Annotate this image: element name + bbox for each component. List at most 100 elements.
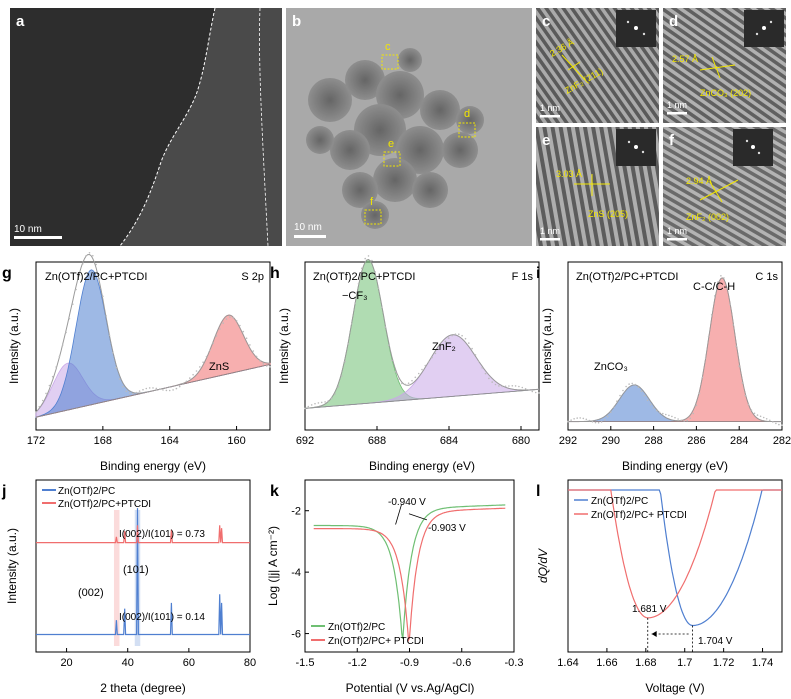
chart-h-frame	[304, 261, 540, 431]
chart-h-subtitle: F 1s	[512, 271, 534, 283]
region-label-c: c	[385, 41, 391, 53]
chart-g-raw-point	[152, 387, 154, 389]
chart-k-xlabel: Potential (V vs.Ag/AgCl)	[346, 681, 475, 695]
chart-k-ytick-label-2: -6	[291, 629, 301, 641]
chart-g-raw-point	[92, 254, 94, 257]
chart-i-raw-point	[643, 394, 646, 397]
chart-h-raw-point	[304, 407, 306, 410]
chart-h-raw-point	[437, 348, 440, 351]
panel-e-letter: e	[542, 132, 550, 149]
chart-h-raw-point	[478, 360, 480, 363]
chart-k-xtick-label-0: -1.5	[296, 657, 315, 669]
chart-i-xtick-label-5: 282	[773, 435, 791, 447]
chart-g-raw-point	[45, 392, 47, 395]
panel-c-scale-label: 1 nm	[540, 103, 560, 113]
chart-h-raw-point	[411, 379, 413, 382]
chart-i-raw-point	[726, 287, 728, 289]
region-label-d: d	[464, 108, 470, 120]
chart-l: l 1.64 1.66 1.68 1.7 1.72 1.74 1.681 V 1.704 …	[536, 479, 783, 695]
chart-i-raw-point	[625, 385, 627, 388]
chart-h-xlabel: Binding energy (eV)	[369, 459, 475, 473]
chart-i-raw-point	[573, 418, 575, 420]
chart-g-xtick-label-2: 164	[161, 435, 179, 447]
chart-i-raw-point	[671, 415, 673, 418]
chart-g-raw-point	[51, 375, 54, 378]
chart-h-raw-point	[498, 385, 500, 387]
region-label-f: f	[370, 196, 374, 208]
chart-i-raw-point	[634, 383, 637, 386]
chart-h-raw-point	[347, 343, 350, 345]
panel-a-scale-label: 10 nm	[14, 224, 42, 235]
chart-g-raw-point	[232, 317, 234, 319]
chart-g-envelope	[35, 253, 271, 413]
panel-a-letter: a	[16, 13, 25, 30]
chart-h-plot: 692 688 684 680	[296, 255, 540, 447]
chart-g-raw-point	[262, 363, 265, 365]
chart-i-raw-point	[738, 365, 740, 367]
chart-j-xtick-label-3: 80	[244, 657, 256, 669]
chart-i-raw-point	[662, 412, 664, 415]
chart-i-envelope	[568, 277, 782, 423]
chart-i-raw-point	[640, 390, 643, 393]
chart-h-background	[304, 388, 540, 409]
chart-g-xtick-label-1: 168	[94, 435, 112, 447]
chart-h-raw-point	[354, 302, 356, 304]
chart-h-raw-point	[367, 255, 370, 257]
chart-h-raw-point	[468, 342, 470, 344]
chart-i-raw-point	[695, 404, 698, 407]
chart-i-raw-point	[658, 411, 661, 414]
chart-i-raw-point	[759, 415, 762, 418]
chart-g-raw-point	[172, 389, 174, 391]
chart-i-raw-point	[606, 415, 609, 418]
chart-i-raw-point	[683, 420, 685, 422]
chart-h-raw-point	[364, 257, 367, 260]
chart-i-raw-point	[772, 421, 774, 423]
chart-i-raw-point	[765, 418, 768, 420]
chart-g-raw-point	[245, 337, 248, 340]
chart-g-raw-point	[162, 389, 164, 391]
chart-g-raw-point	[65, 331, 67, 334]
chart-h-raw-point	[414, 376, 417, 379]
chart-i-raw-point	[591, 421, 594, 423]
chart-g-ylabel: Intensity (a.u.)	[7, 308, 21, 384]
chart-h-raw-point	[337, 385, 340, 388]
chart-h-raw-point	[447, 337, 450, 339]
chart-h-raw-point	[351, 323, 353, 325]
chart-i-raw-point	[649, 403, 652, 406]
chart-h-raw-point	[404, 383, 407, 386]
chart-h-raw-point	[521, 386, 524, 389]
panel-d-phase: ZnCO₃ (202)	[700, 88, 751, 98]
chart-g-raw-point	[135, 391, 138, 394]
chart-g-raw-point	[202, 361, 204, 364]
chart-h-raw-point	[511, 385, 514, 387]
chart-i-raw-point	[567, 420, 569, 423]
chart-h-xtick-label-0: 692	[296, 435, 314, 447]
chart-h-peak-label-cf3: −CF₃	[342, 290, 368, 302]
chart-g-raw-point	[115, 366, 117, 369]
panel-c-scale-bar	[540, 115, 560, 118]
chart-l-legend-label-1: Zn(OTf)2/PC+ PTCDI	[591, 510, 687, 521]
chart-g-frame	[35, 261, 271, 431]
chart-h-raw-point	[441, 344, 443, 347]
chart-i-raw-point	[747, 403, 750, 406]
chart-g-raw-point	[242, 330, 245, 333]
chart-k-xtick-label-3: -0.6	[452, 657, 471, 669]
chart-i-raw-point	[600, 421, 603, 423]
chart-g-peak-label-zns: ZnS	[209, 361, 229, 373]
chart-i-peak-1	[568, 277, 782, 422]
region-label-e: e	[388, 138, 394, 150]
chart-g-raw-point	[55, 366, 57, 368]
chart-i-raw-point	[762, 416, 765, 419]
chart-k-arrow-2	[408, 513, 428, 521]
chart-h-raw-point	[341, 375, 343, 377]
chart-g-raw-point	[48, 384, 51, 387]
chart-i-raw-point	[735, 345, 737, 348]
chart-h-raw-point	[307, 405, 310, 408]
chart-l-min-label-1: 1.681 V	[632, 604, 667, 615]
chart-g-raw-point	[112, 352, 114, 354]
region-box-f	[364, 209, 382, 225]
chart-i-raw-point	[720, 275, 722, 277]
chart-h-envelope	[304, 258, 540, 409]
chart-h-raw-point	[528, 389, 530, 392]
